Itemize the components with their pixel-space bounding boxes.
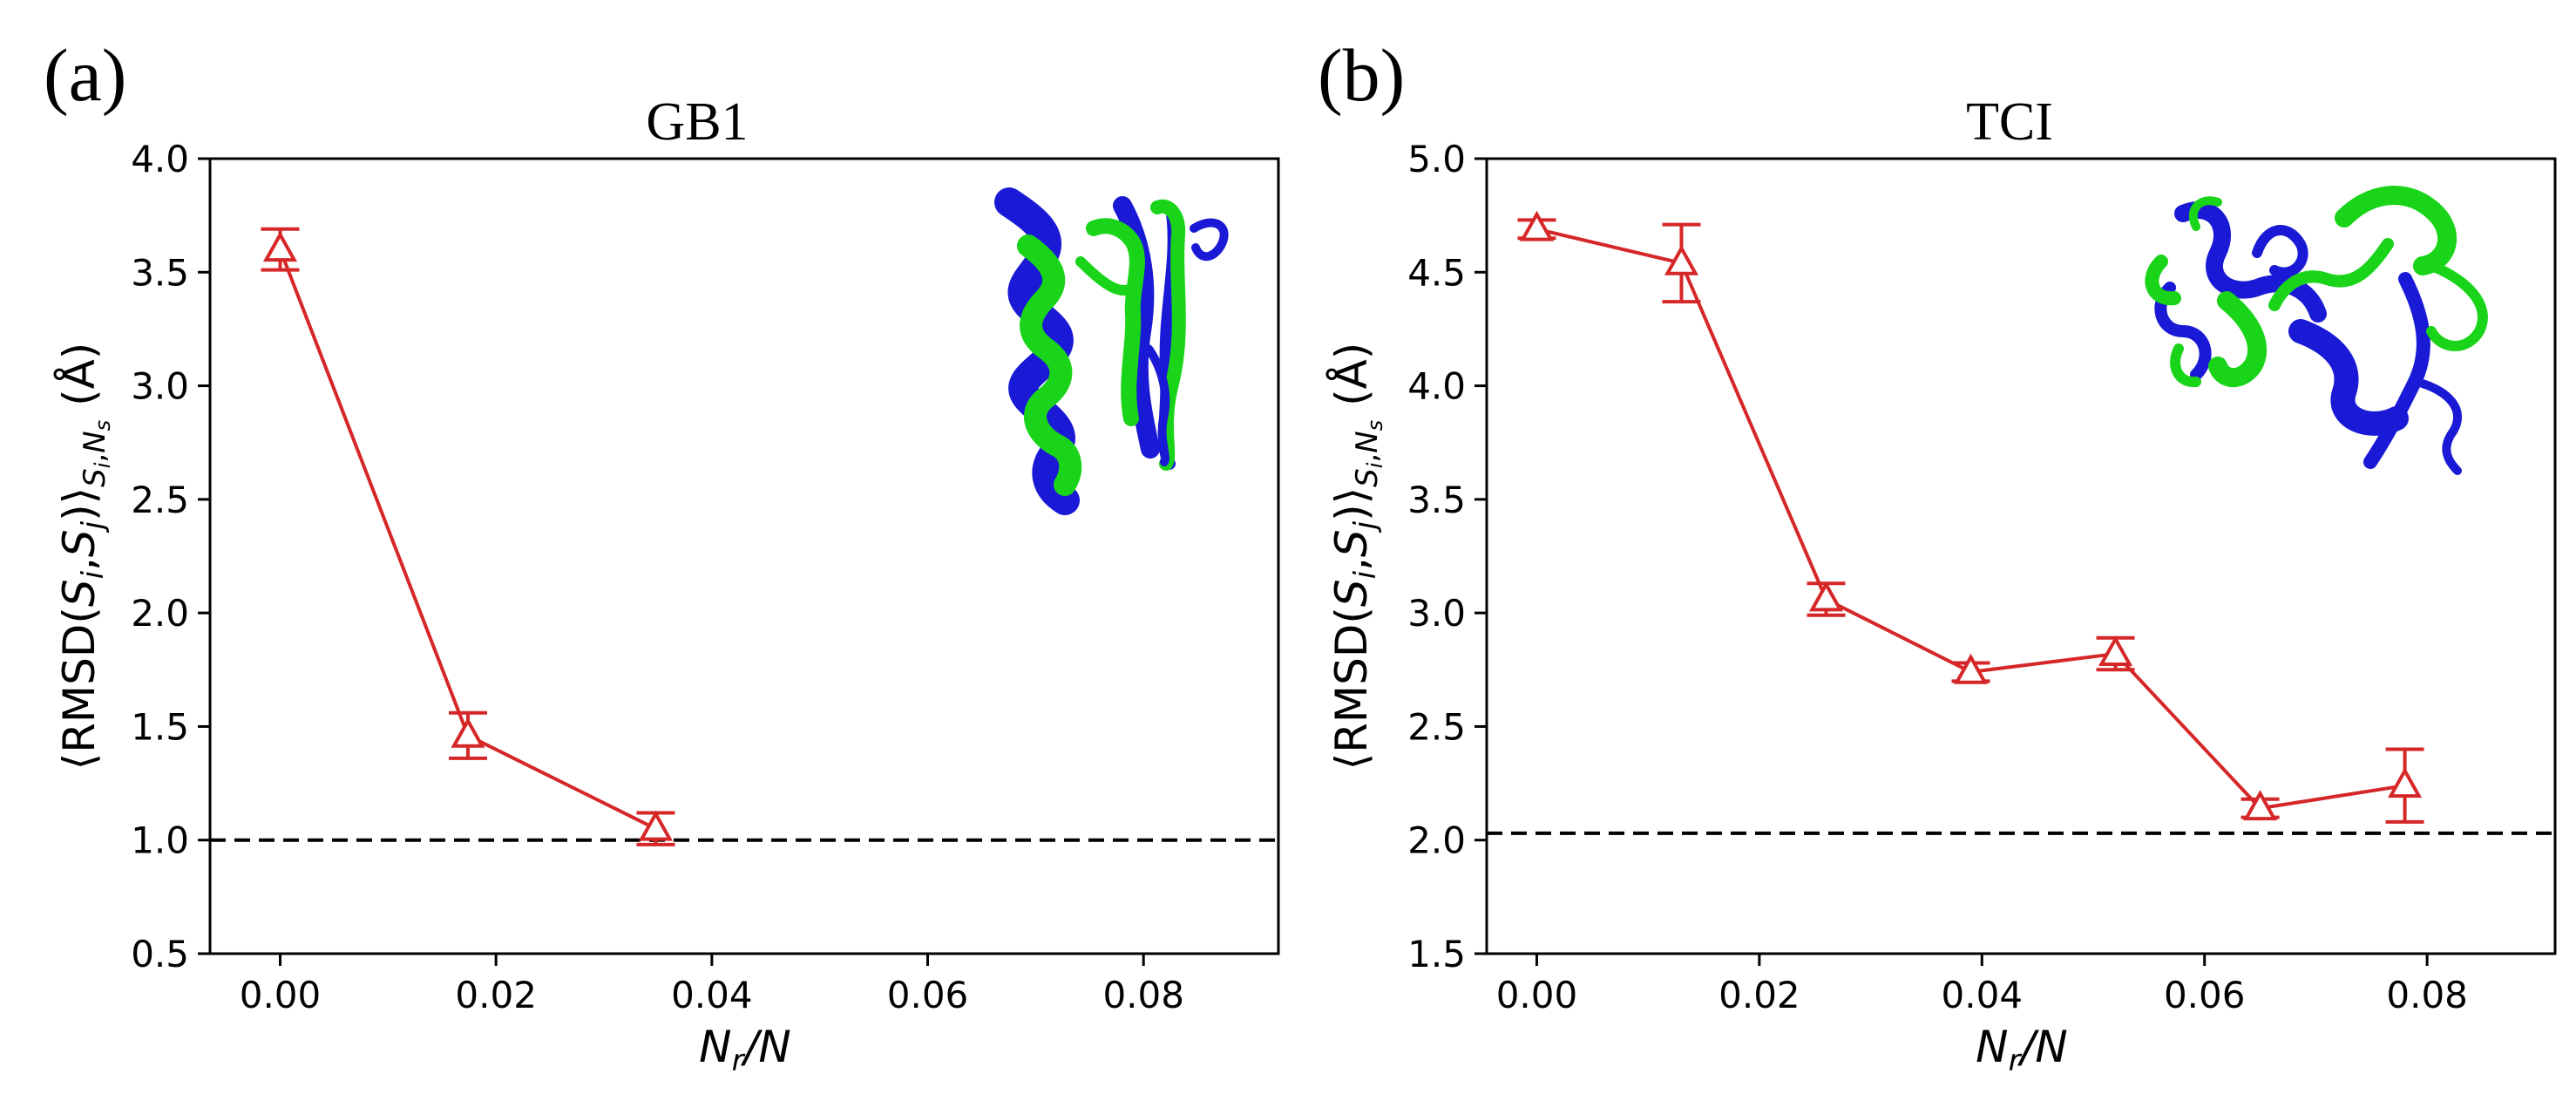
y-tick-label: 2.5 — [131, 479, 189, 521]
y-tick-label: 2.0 — [1407, 819, 1466, 862]
y-tick-label: 4.5 — [1407, 251, 1466, 294]
x-tick-label: 0.04 — [671, 974, 753, 1016]
y-tick-label: 1.0 — [131, 819, 189, 862]
x-axis-label-gb1: Nr/N — [699, 1022, 791, 1078]
x-tick-label: 0.06 — [2164, 974, 2246, 1016]
y-tick-label: 3.0 — [1407, 592, 1466, 635]
data-point-marker — [451, 717, 485, 748]
y-tick-label: 3.5 — [131, 251, 189, 294]
protein-structure-tci-image — [2145, 186, 2488, 475]
axes-frame-tci — [1485, 157, 2557, 955]
y-tick-label: 0.5 — [131, 933, 189, 975]
data-point-marker — [2098, 635, 2133, 666]
protein-structure-gb1-image — [994, 187, 1229, 515]
data-point-marker — [262, 231, 298, 262]
plot-area-tci: 1.5 2.0 2.5 3.0 3.5 4.0 4.5 5.0 0.00 0.02 0.04 0.06… — [1407, 138, 2555, 1016]
x-tick-label: 0.00 — [1496, 974, 1578, 1016]
data-point-marker — [1519, 210, 1555, 241]
y-tick-label: 2.5 — [1407, 705, 1466, 748]
x-tick-label: 0.08 — [2386, 974, 2468, 1016]
plot-area-gb1: 0.5 1.0 1.5 2.0 2.5 3.0 3.5 4.0 0.00 0.02 0.04 0.06… — [131, 138, 1278, 1016]
y-axis-label-tci: ⟨RMSD(Si,Sj)⟩Si,Ns (Å) — [1326, 343, 1387, 771]
chart-title-gb1: GB1 — [646, 92, 748, 152]
data-point-marker — [1953, 653, 1989, 684]
x-tick-label: 0.02 — [1718, 974, 1800, 1016]
panel-label-a: (a) — [44, 33, 126, 117]
y-axis-label-gb1: ⟨RMSD(Si,Sj)⟩Si,Ns (Å) — [54, 343, 115, 771]
data-point-marker — [2243, 790, 2278, 821]
y-tick-label: 3.5 — [1407, 479, 1466, 521]
series-line — [1536, 227, 2405, 811]
y-tick-label: 4.0 — [1407, 365, 1466, 408]
panel-tci: (b) TCI 1.5 2.0 2.5 3.0 3.5 4.0 4.5 5.0 0.00 0.02… — [1318, 33, 2557, 1078]
chart-title-tci: TCI — [1966, 92, 2053, 152]
x-tick-label: 0.04 — [1942, 974, 2024, 1016]
y-tick-label: 3.0 — [131, 365, 189, 408]
data-point-marker — [1808, 581, 1844, 612]
y-tick-label: 4.0 — [131, 138, 189, 180]
panel-label-b: (b) — [1318, 33, 1405, 117]
y-tick-label: 1.5 — [1407, 933, 1466, 975]
panel-gb1: (a) GB1 0.5 1.0 1.5 2.0 2.5 3.0 3.5 4.0 0.00 0.02… — [44, 33, 1280, 1078]
x-axis-label-tci: Nr/N — [1976, 1022, 2068, 1078]
y-tick-label: 2.0 — [131, 592, 189, 635]
y-tick-label: 1.5 — [131, 705, 189, 748]
data-point-marker — [638, 810, 674, 841]
x-tick-label: 0.02 — [455, 974, 537, 1016]
x-tick-label: 0.06 — [887, 974, 969, 1016]
axes-frame-gb1 — [208, 157, 1280, 955]
x-tick-label: 0.08 — [1102, 974, 1184, 1016]
y-tick-label: 5.0 — [1407, 138, 1466, 180]
data-point-marker — [1664, 244, 1699, 275]
data-point-marker — [2388, 767, 2423, 798]
x-tick-label: 0.00 — [240, 974, 322, 1016]
